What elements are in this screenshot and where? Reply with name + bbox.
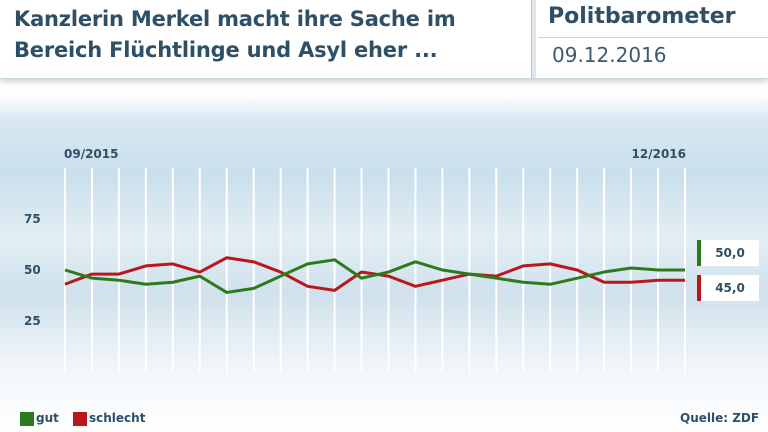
x-label-start: 09/2015 [64, 147, 118, 161]
header: Kanzlerin Merkel macht ihre Sache im Ber… [0, 0, 768, 79]
chart-grid [64, 168, 686, 372]
y-tick-label: 25 [24, 314, 41, 328]
brand-divider [538, 37, 768, 38]
header-divider [531, 0, 536, 78]
date-label: 09.12.2016 [552, 43, 667, 67]
legend-gut-swatch [20, 412, 34, 426]
source-label: Quelle: ZDF [680, 411, 760, 425]
y-tick-label: 50 [24, 263, 41, 277]
y-tick-label: 75 [24, 212, 41, 226]
y-axis-ticks: 25 50 75 [24, 212, 41, 328]
legend-gut-label: gut [36, 411, 59, 425]
legend-schlecht-label: schlecht [89, 411, 146, 425]
brand-title: Politbarometer [548, 4, 736, 29]
end-value-gut: 50,0 [697, 240, 759, 266]
legend-schlecht-swatch [73, 412, 87, 426]
series-line-gut [64, 258, 685, 294]
x-label-end: 12/2016 [632, 147, 686, 161]
headline: Kanzlerin Merkel macht ihre Sache im Ber… [14, 4, 519, 66]
x-axis-labels: 09/2015 12/2016 [64, 147, 686, 161]
headline-line-2: Bereich Flüchtlinge und Asyl eher ... [14, 38, 438, 62]
end-value-schlecht: 45,0 [697, 275, 759, 301]
chart-lines [64, 256, 685, 294]
headline-line-1: Kanzlerin Merkel macht ihre Sache im [14, 7, 456, 31]
